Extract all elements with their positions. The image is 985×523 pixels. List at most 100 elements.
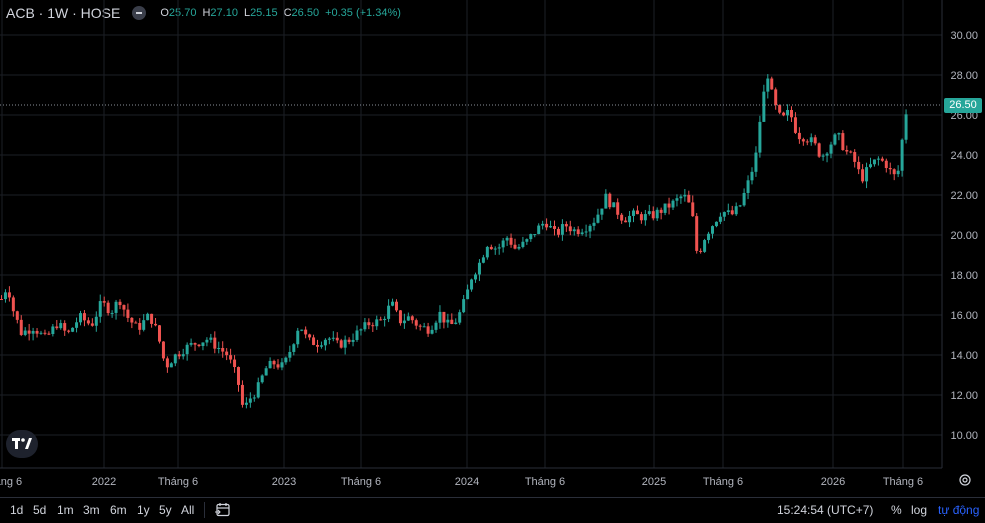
candle-body — [904, 114, 908, 140]
candle-body — [865, 167, 869, 182]
candle-body — [880, 158, 884, 161]
candle-body — [616, 202, 620, 215]
candle-body — [809, 137, 813, 143]
candle-body — [604, 193, 608, 209]
range-3m[interactable]: 3m — [83, 503, 100, 517]
auto-scale-toggle[interactable]: tự động — [938, 503, 980, 517]
candle-body — [450, 319, 454, 324]
range-6m[interactable]: 6m — [110, 503, 127, 517]
candle-body — [477, 262, 481, 275]
candle-body — [335, 337, 339, 341]
candle-body — [576, 229, 580, 235]
candle-body — [316, 344, 319, 347]
candle-body — [237, 367, 240, 385]
candle-body — [27, 330, 31, 334]
candle-body — [327, 338, 331, 340]
goto-date-calendar-icon[interactable] — [214, 501, 232, 519]
candle-body — [272, 360, 276, 365]
tradingview-logo-icon[interactable] — [6, 430, 38, 458]
range-5y[interactable]: 5y — [159, 503, 172, 517]
candle-body — [351, 339, 355, 342]
candle-body — [446, 319, 450, 323]
candle-body — [193, 343, 197, 345]
candle-body — [876, 158, 880, 160]
candle-body — [7, 292, 11, 298]
price-tick-label: 24.00 — [950, 150, 978, 162]
candle-body — [158, 325, 161, 342]
candle-body — [892, 169, 896, 175]
candle-body — [553, 226, 556, 229]
candle-body — [770, 78, 774, 90]
candle-body — [118, 301, 122, 306]
close-label: C — [283, 7, 292, 19]
candle-body — [280, 362, 284, 368]
candle-body — [730, 210, 734, 215]
candle-body — [19, 319, 23, 335]
candle-body — [90, 323, 94, 326]
percent-scale-toggle[interactable]: % — [891, 503, 902, 517]
candle-body — [86, 320, 90, 324]
candle-body — [588, 225, 592, 232]
candle-body — [98, 301, 102, 317]
candle-body — [722, 212, 726, 217]
candle-body — [130, 317, 134, 323]
candle-body — [643, 214, 647, 221]
time-tick-label: Tháng 6 — [158, 476, 198, 488]
candle-body — [114, 301, 118, 313]
candle-body — [580, 232, 584, 235]
candle-body — [533, 234, 537, 236]
candle-body — [205, 339, 209, 343]
candle-body — [703, 240, 707, 252]
candle-body — [845, 150, 849, 152]
range-all[interactable]: All — [181, 503, 195, 517]
candle-body — [391, 301, 395, 306]
range-1y[interactable]: 1y — [137, 503, 150, 517]
candle-body — [628, 215, 632, 223]
symbol-title[interactable]: ACB · 1W · HOSE — [6, 5, 121, 21]
range-5d[interactable]: 5d — [33, 503, 47, 517]
candle-body — [825, 153, 829, 156]
candle-body — [308, 334, 312, 338]
hide-icon[interactable] — [132, 6, 147, 20]
candle-body — [797, 132, 801, 140]
candle-body — [110, 312, 114, 314]
timezone-clock[interactable]: 15:24:54 (UTC+7) — [777, 503, 874, 517]
candle-body — [138, 322, 142, 330]
price-tick-label: 10.00 — [950, 430, 978, 442]
price-chart[interactable]: 30.00 28.00 26.00 24.00 22.00 20.00 18.00 16.00… — [0, 0, 985, 497]
candle-body — [805, 141, 809, 143]
range-1m[interactable]: 1m — [57, 503, 74, 517]
price-tick-label: 30.00 — [950, 30, 978, 42]
candle-body — [647, 211, 651, 215]
bottom-toolbar: 1d 5d 1m 3m 6m 1y 5y All 15:24:54 (UTC+7… — [0, 497, 985, 523]
candle-body — [300, 329, 304, 331]
open-label: O — [160, 7, 169, 19]
price-tick-label: 22.00 — [950, 190, 978, 202]
candle-body — [746, 180, 750, 193]
time-tick-label: Tháng 6 — [525, 476, 565, 488]
candle-body — [509, 237, 513, 245]
candle-body — [122, 305, 126, 310]
candle-body — [821, 155, 825, 157]
candle-body — [687, 194, 691, 203]
candle-body — [284, 357, 288, 363]
settings-gear-icon[interactable] — [958, 473, 972, 487]
price-tick-label: 26.00 — [950, 110, 978, 122]
candle-body — [829, 144, 833, 154]
candle-body — [545, 223, 549, 228]
price-tick-label: 28.00 — [950, 70, 978, 82]
candle-body — [11, 297, 15, 312]
candle-body — [699, 250, 703, 252]
candle-body — [521, 241, 525, 247]
candle-body — [319, 345, 323, 347]
range-1d[interactable]: 1d — [10, 503, 24, 517]
candle-body — [181, 354, 185, 357]
log-scale-toggle[interactable]: log — [911, 503, 928, 517]
candle-body — [288, 351, 292, 358]
time-tick-label: Tháng 6 — [883, 476, 923, 488]
candle-body — [339, 340, 343, 348]
candle-body — [23, 330, 27, 335]
candle-body — [849, 151, 853, 153]
candle-body — [711, 226, 714, 234]
candle-body — [213, 337, 217, 349]
